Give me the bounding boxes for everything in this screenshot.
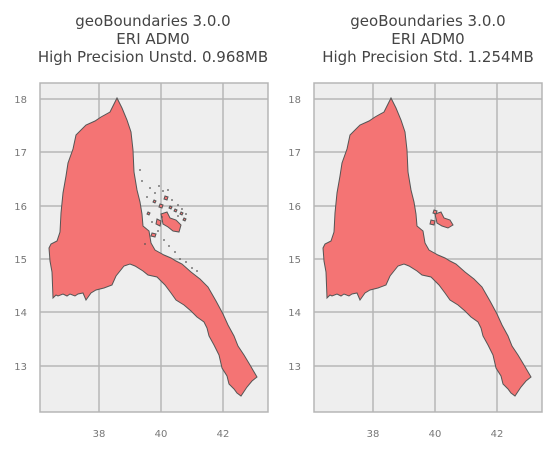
right-x-axis-labels: 38 40 42 (367, 429, 504, 440)
right-map-title: geoBoundaries 3.0.0 ERI ADM0 High Precis… (290, 12, 556, 66)
right-eritrea-mainland (322, 96, 532, 397)
right-title-line-1: geoBoundaries 3.0.0 (350, 12, 506, 30)
right-title-line-2: ERI ADM0 (391, 30, 465, 48)
left-title-line-1: geoBoundaries 3.0.0 (75, 12, 231, 30)
right-y-tick-13: 13 (288, 362, 301, 373)
left-y-tick-16: 16 (14, 202, 27, 213)
left-x-axis-labels: 38 40 42 (93, 429, 230, 440)
right-x-tick-42: 42 (491, 429, 504, 440)
left-map-title: geoBoundaries 3.0.0 ERI ADM0 High Precis… (15, 12, 291, 66)
left-y-tick-13: 13 (14, 362, 27, 373)
right-y-tick-15: 15 (288, 255, 301, 266)
left-title-line-2: ERI ADM0 (116, 30, 190, 48)
right-y-axis-labels: 18 17 16 15 14 13 (288, 95, 301, 373)
right-y-tick-17: 17 (288, 148, 301, 159)
right-y-tick-16: 16 (288, 202, 301, 213)
right-title-line-3: High Precision Std. 1.254MB (322, 48, 534, 66)
right-x-tick-38: 38 (367, 429, 380, 440)
left-y-tick-14: 14 (14, 308, 27, 319)
left-map-panel: 18 17 16 15 14 13 38 40 42 (14, 82, 269, 440)
left-x-tick-42: 42 (217, 429, 230, 440)
left-x-tick-40: 40 (155, 429, 168, 440)
right-x-tick-40: 40 (429, 429, 442, 440)
right-dahlak-islands (429, 209, 454, 229)
left-x-tick-38: 38 (93, 429, 106, 440)
right-map-panel: 18 17 16 15 14 13 38 40 42 (288, 82, 543, 440)
left-dahlak-islands (146, 195, 187, 238)
left-y-tick-15: 15 (14, 255, 27, 266)
left-y-tick-17: 17 (14, 148, 27, 159)
left-y-axis-labels: 18 17 16 15 14 13 (14, 95, 27, 373)
left-islet-dots (139, 169, 198, 272)
left-y-tick-18: 18 (14, 95, 27, 106)
right-y-tick-14: 14 (288, 308, 301, 319)
right-y-tick-18: 18 (288, 95, 301, 106)
left-eritrea-mainland (48, 96, 258, 397)
left-title-line-3: High Precision Unstd. 0.968MB (37, 48, 269, 66)
